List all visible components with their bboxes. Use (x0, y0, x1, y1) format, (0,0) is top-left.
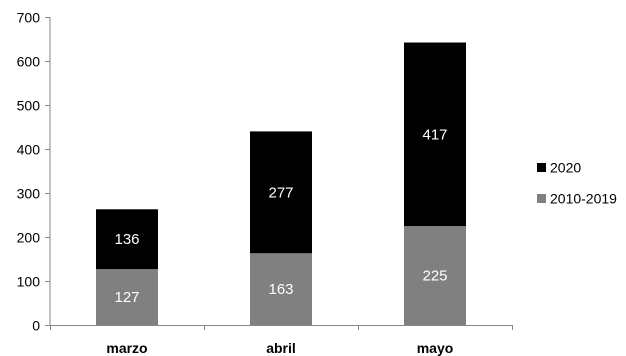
bar-2020-mayo (404, 42, 466, 226)
y-tick-label: 600 (17, 54, 41, 70)
y-tick-label: 300 (17, 186, 41, 202)
x-category-label-abril: abril (266, 340, 296, 356)
legend: 2020 2010-2019 (537, 160, 617, 207)
data-label: 163 (268, 281, 293, 298)
y-axis-ticks: 0 100 200 300 400 500 600 700 (17, 10, 50, 334)
data-label: 225 (422, 268, 447, 285)
y-tick-label: 700 (17, 10, 41, 26)
x-category-label-mayo: mayo (417, 340, 454, 356)
legend-swatch (537, 163, 546, 172)
data-label: 127 (114, 289, 139, 306)
legend-swatch (537, 194, 546, 203)
legend-label: 2010-2019 (550, 191, 617, 207)
data-label: 277 (268, 184, 293, 201)
y-tick-label: 200 (17, 230, 41, 246)
axes (49, 17, 513, 330)
x-axis-labels: marzo abril mayo (106, 340, 453, 356)
y-tick-label: 0 (32, 318, 40, 334)
y-tick-label: 100 (17, 274, 41, 290)
legend-label: 2020 (550, 160, 581, 176)
y-tick-label: 500 (17, 98, 41, 114)
y-tick-label: 400 (17, 142, 41, 158)
bar-2010-2019-abril (250, 253, 312, 325)
bars: 127 136 163 277 225 417 (96, 42, 466, 325)
data-label: 417 (422, 126, 447, 143)
data-label: 136 (114, 231, 139, 248)
x-category-label-marzo: marzo (106, 340, 147, 356)
bar-2020-abril (250, 131, 312, 254)
bar-2010-2019-mayo (404, 226, 466, 325)
bar-2010-2019-marzo (96, 269, 158, 325)
bar-2020-marzo (96, 209, 158, 270)
